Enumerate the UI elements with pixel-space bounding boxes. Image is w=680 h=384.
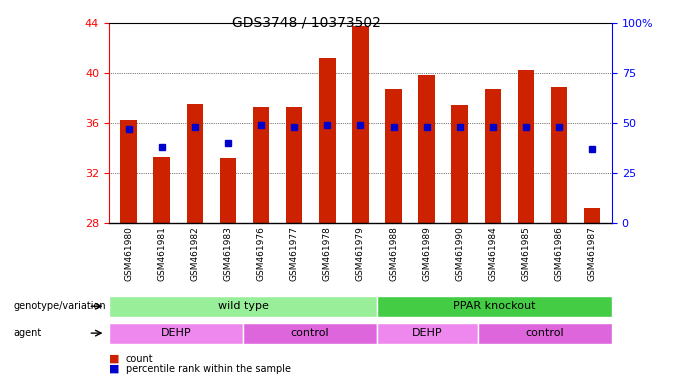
Bar — [186, 104, 203, 223]
Text: DEHP: DEHP — [160, 328, 191, 338]
Text: control: control — [526, 328, 564, 338]
Bar — [352, 26, 369, 223]
FancyBboxPatch shape — [109, 296, 377, 317]
Bar — [120, 120, 137, 223]
FancyBboxPatch shape — [109, 323, 243, 344]
Text: wild type: wild type — [218, 301, 269, 311]
Text: GSM461980: GSM461980 — [124, 226, 133, 281]
Text: GSM461988: GSM461988 — [389, 226, 398, 281]
Text: GSM461990: GSM461990 — [455, 226, 464, 281]
Bar — [584, 208, 600, 223]
Bar — [452, 106, 468, 223]
Text: percentile rank within the sample: percentile rank within the sample — [126, 364, 291, 374]
FancyBboxPatch shape — [243, 323, 377, 344]
Text: GSM461979: GSM461979 — [356, 226, 365, 281]
FancyBboxPatch shape — [377, 296, 612, 317]
Text: ■: ■ — [109, 354, 119, 364]
Text: GSM461984: GSM461984 — [488, 226, 497, 281]
Text: GSM461977: GSM461977 — [290, 226, 299, 281]
Text: GSM461982: GSM461982 — [190, 226, 199, 281]
FancyBboxPatch shape — [478, 323, 612, 344]
Text: ■: ■ — [109, 364, 119, 374]
Text: GSM461987: GSM461987 — [588, 226, 596, 281]
Text: DEHP: DEHP — [412, 328, 443, 338]
Bar — [154, 157, 170, 223]
Bar — [386, 89, 402, 223]
Text: count: count — [126, 354, 154, 364]
Text: GSM461989: GSM461989 — [422, 226, 431, 281]
Text: GSM461981: GSM461981 — [157, 226, 167, 281]
Text: GSM461976: GSM461976 — [256, 226, 266, 281]
Bar — [551, 87, 567, 223]
Bar — [485, 89, 501, 223]
Bar — [286, 107, 303, 223]
Text: GSM461978: GSM461978 — [323, 226, 332, 281]
Text: PPAR knockout: PPAR knockout — [454, 301, 536, 311]
Bar — [253, 107, 269, 223]
Text: agent: agent — [14, 328, 42, 338]
Text: GSM461986: GSM461986 — [554, 226, 564, 281]
Text: GSM461985: GSM461985 — [522, 226, 530, 281]
Text: genotype/variation: genotype/variation — [14, 301, 106, 311]
Text: GSM461983: GSM461983 — [224, 226, 233, 281]
Bar — [418, 76, 435, 223]
Bar — [319, 58, 335, 223]
FancyBboxPatch shape — [377, 323, 478, 344]
Text: control: control — [291, 328, 329, 338]
Bar — [517, 70, 534, 223]
Text: GDS3748 / 10373502: GDS3748 / 10373502 — [232, 15, 380, 29]
Bar — [220, 158, 236, 223]
